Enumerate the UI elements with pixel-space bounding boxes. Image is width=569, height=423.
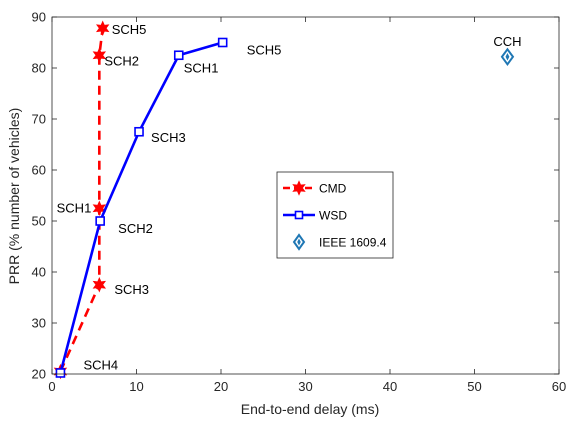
legend: CMD WSD IEEE 1609.4 <box>276 171 394 259</box>
data-label: SCH1 <box>184 60 219 75</box>
legend-entry: CMD <box>283 180 347 196</box>
series-wsd <box>55 37 228 378</box>
legend-label: CMD <box>319 182 347 196</box>
data-point-square <box>95 216 105 226</box>
x-tick-label: 10 <box>129 379 143 394</box>
data-point-diamond <box>500 47 515 66</box>
data-point-hexagram <box>92 200 107 216</box>
series-ieee-1609-4 <box>500 47 515 66</box>
data-point-square <box>217 37 228 48</box>
legend-entry: IEEE 1609.4 <box>292 233 387 251</box>
x-tick-label: 20 <box>214 379 228 394</box>
data-point-hexagram <box>92 47 107 63</box>
legend-entry: WSD <box>283 209 347 223</box>
series-group <box>53 20 515 380</box>
y-tick-label: 60 <box>32 163 46 178</box>
y-axis-label: PRR (% number of vehicles) <box>6 108 22 285</box>
data-label: SCH4 <box>83 357 118 372</box>
x-tick-label: 0 <box>48 379 55 394</box>
x-axis-label: End-to-end delay (ms) <box>241 401 380 417</box>
x-tick-label: 50 <box>467 379 481 394</box>
data-point-hexagram <box>92 277 107 293</box>
data-point-square <box>173 50 184 61</box>
data-label: SCH5 <box>247 43 282 58</box>
diamond-core <box>505 53 510 61</box>
y-tick-label: 30 <box>32 316 46 331</box>
data-label: SCH1 <box>57 200 92 215</box>
x-tick-label: 40 <box>383 379 397 394</box>
y-tick-label: 70 <box>32 112 46 127</box>
y-tick-label: 50 <box>32 214 46 229</box>
data-label: SCH5 <box>112 22 147 37</box>
y-tick-label: 40 <box>32 265 46 280</box>
data-label: SCH3 <box>114 282 149 297</box>
legend-marker-hexagram <box>292 180 306 196</box>
y-tick-label: 90 <box>32 10 46 25</box>
data-point-square <box>55 368 66 378</box>
x-tick-label: 60 <box>552 379 566 394</box>
data-point-hexagram <box>95 20 110 36</box>
data-point-square <box>134 126 144 137</box>
diamond-core <box>297 238 301 246</box>
axes-group: 0 10 20 30 40 50 60 20 30 40 50 60 70 80 90 <box>32 10 567 395</box>
data-label: CCH <box>493 34 521 49</box>
data-label: SCH2 <box>104 53 139 68</box>
x-tick-label: 30 <box>298 379 312 394</box>
data-label: SCH3 <box>151 130 186 145</box>
legend-marker-square <box>294 210 304 220</box>
legend-marker-diamond <box>292 233 306 251</box>
legend-label: WSD <box>319 209 347 223</box>
y-tick-label: 80 <box>32 61 46 76</box>
legend-label: IEEE 1609.4 <box>319 236 387 250</box>
point-label-group: SCH4 SCH3 SCH1 SCH2 SCH5 SCH2 SCH3 SCH1 SCH5 CCH <box>57 22 522 372</box>
y-tick-label: 20 <box>32 367 46 382</box>
data-label: SCH2 <box>118 221 153 236</box>
